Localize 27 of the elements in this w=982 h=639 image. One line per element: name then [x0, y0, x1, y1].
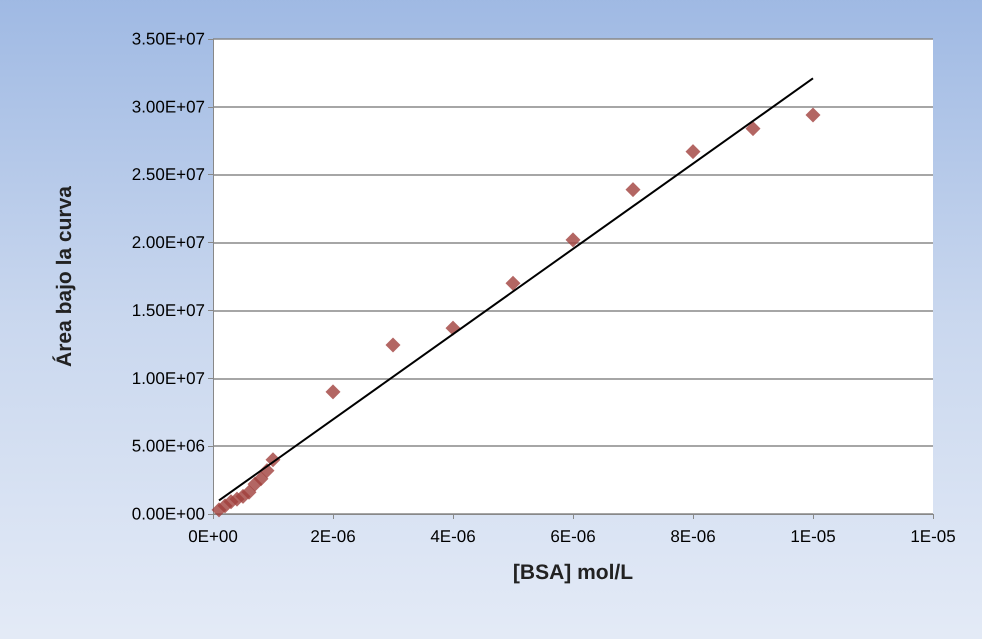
point [254, 471, 268, 486]
x-tick-label: 8E-06 [670, 527, 716, 546]
y-tick-label: 1.00E+07 [132, 368, 205, 388]
point [386, 338, 400, 353]
point [326, 384, 340, 400]
point [242, 484, 256, 500]
point [506, 276, 520, 291]
point [686, 144, 700, 160]
y-tick-label: 5.00E+06 [132, 436, 205, 456]
x-tick-label: 2E-06 [310, 527, 356, 546]
y-tick-label: 2.00E+07 [132, 233, 205, 252]
x-tick-label: 4E-06 [430, 527, 476, 546]
point [626, 182, 640, 198]
x-tick-label: 6E-06 [550, 527, 596, 546]
y-tick-label: 3.50E+07 [132, 30, 205, 48]
y-tick-label: 0.00E+00 [132, 504, 205, 524]
point [566, 232, 580, 248]
x-axis-title: [BSA] mol/L [512, 561, 634, 584]
y-tick-label: 3.00E+07 [132, 97, 205, 116]
point [806, 108, 820, 122]
y-tick-label: 1.50E+07 [132, 300, 205, 320]
point [746, 121, 760, 136]
x-tick-label: 1E-05 [910, 527, 956, 546]
y-tick-label: 2.50E+07 [132, 165, 205, 184]
x-tick-label: 1E-05 [790, 527, 836, 546]
x-tick-label: 0E+00 [188, 527, 238, 546]
y-axis-title: Área bajo la curva [52, 186, 76, 367]
